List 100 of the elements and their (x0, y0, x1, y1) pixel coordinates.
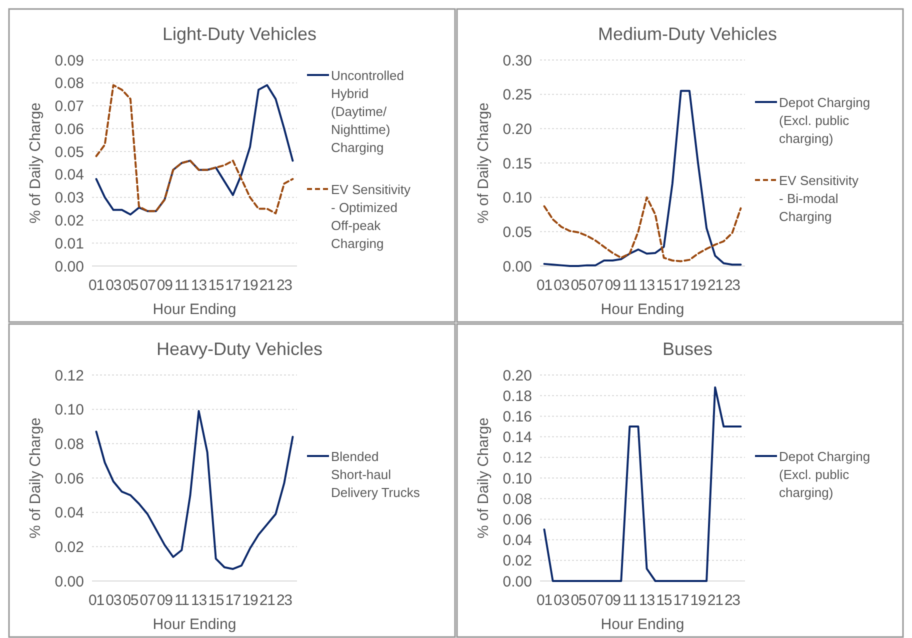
line-series (543, 90, 742, 267)
y-tick-label: 0.05 (54, 144, 84, 161)
x-tick-label: 17 (673, 592, 689, 609)
x-tick-label: 07 (588, 592, 604, 609)
y-tick-label: 0.02 (54, 212, 84, 230)
x-tick-label: 07 (588, 277, 604, 294)
x-tick-label: 15 (208, 277, 224, 294)
x-axis-title: Hour Ending (600, 616, 684, 633)
y-tick-label: 0.10 (502, 190, 532, 207)
y-tick-label: 0.01 (54, 235, 84, 252)
y-axis-title: % of Daily Charge (27, 102, 44, 224)
x-tick-label: 19 (690, 592, 706, 609)
y-tick-label: 0.05 (502, 224, 532, 241)
x-tick-label: 21 (707, 277, 724, 294)
legend-label: Depot Charging (Excl. public charging) (779, 95, 870, 146)
x-tick-label: 11 (174, 592, 190, 609)
x-tick-label: 03 (554, 592, 570, 609)
y-tick-label: 0.08 (54, 75, 84, 92)
legend-label: EV Sensitivity - Optimized Off-peak Charging (331, 182, 411, 251)
y-tick-label: 0.12 (54, 367, 84, 384)
x-tick-label: 17 (225, 277, 241, 294)
x-axis-title: Hour Ending (152, 301, 236, 318)
y-tick-label: 0.00 (54, 573, 84, 590)
y-tick-label: 0.06 (54, 120, 84, 138)
line-series (543, 196, 742, 262)
x-tick-label: 05 (122, 592, 138, 609)
x-tick-label: 19 (242, 277, 258, 294)
y-tick-label: 0.10 (502, 470, 532, 488)
x-tick-label: 13 (191, 592, 207, 609)
chart-title: Light-Duty Vehicles (162, 24, 317, 44)
line-series (543, 386, 742, 582)
x-tick-label: 07 (140, 592, 156, 609)
x-tick-label: 21 (259, 592, 276, 609)
x-tick-label: 11 (174, 277, 190, 294)
chart-title: Buses (662, 339, 713, 359)
x-tick-label: 17 (225, 592, 241, 609)
chart-title: Heavy-Duty Vehicles (156, 339, 323, 359)
x-tick-label: 19 (242, 592, 258, 609)
y-axis-title: % of Daily Charge (27, 418, 44, 538)
x-tick-label: 09 (156, 592, 173, 609)
y-tick-label: 0.02 (502, 552, 532, 570)
x-tick-label: 11 (622, 277, 638, 294)
y-tick-label: 0.00 (54, 258, 84, 276)
y-tick-label: 0.12 (502, 450, 532, 467)
y-tick-label: 0.08 (54, 436, 84, 453)
y-tick-label: 0.00 (502, 258, 532, 276)
y-tick-label: 0.09 (54, 52, 84, 70)
y-tick-label: 0.03 (54, 190, 84, 207)
x-tick-label: 21 (707, 592, 724, 609)
y-tick-label: 0.20 (502, 120, 532, 138)
legend-label: Blended Short-haul Delivery Trucks (331, 449, 420, 500)
y-tick-label: 0.16 (502, 408, 532, 426)
x-tick-label: 05 (570, 592, 586, 609)
x-tick-label: 09 (604, 592, 621, 609)
y-tick-label: 0.14 (502, 429, 532, 446)
x-tick-label: 13 (191, 277, 207, 294)
y-tick-label: 0.04 (54, 166, 84, 184)
y-tick-label: 0.30 (502, 52, 532, 70)
x-tick-label: 05 (122, 277, 138, 294)
y-tick-label: 0.25 (502, 86, 532, 104)
y-tick-label: 0.04 (502, 532, 532, 550)
x-tick-label: 09 (604, 277, 621, 294)
x-tick-label: 23 (724, 592, 740, 609)
y-tick-label: 0.20 (502, 367, 532, 384)
legend-label: Depot Charging (Excl. public charging) (779, 449, 870, 500)
y-tick-label: 0.10 (54, 402, 84, 419)
x-tick-label: 03 (106, 592, 122, 609)
x-tick-label: 01 (536, 277, 552, 294)
y-tick-label: 0.15 (502, 155, 532, 172)
x-tick-label: 15 (656, 592, 672, 609)
x-tick-label: 05 (570, 277, 586, 294)
x-tick-label: 15 (656, 277, 672, 294)
x-tick-label: 03 (554, 277, 570, 294)
x-tick-label: 09 (156, 277, 173, 294)
y-axis-title: % of Daily Charge (475, 102, 492, 224)
x-tick-label: 23 (724, 277, 740, 294)
y-tick-label: 0.00 (502, 573, 532, 590)
x-tick-label: 19 (690, 277, 706, 294)
x-tick-label: 01 (536, 592, 552, 609)
x-tick-label: 03 (106, 277, 122, 294)
legend-label: EV Sensitivity - Bi-modal Charging (779, 173, 859, 224)
y-axis-title: % of Daily Charge (475, 418, 492, 538)
x-tick-label: 07 (140, 277, 156, 294)
y-tick-label: 0.08 (502, 490, 532, 508)
y-tick-label: 0.06 (54, 470, 84, 488)
x-tick-label: 17 (673, 277, 689, 294)
y-tick-label: 0.04 (54, 504, 84, 522)
x-tick-label: 01 (88, 592, 104, 609)
y-tick-label: 0.02 (54, 538, 84, 556)
chart-title: Medium-Duty Vehicles (598, 24, 778, 44)
x-tick-label: 13 (639, 592, 655, 609)
x-tick-label: 23 (276, 277, 292, 294)
y-tick-label: 0.18 (502, 388, 532, 405)
y-tick-label: 0.06 (502, 511, 532, 528)
x-tick-label: 15 (208, 592, 224, 609)
legend-label: Uncontrolled Hybrid (Daytime/ Nighttime) Charging (331, 68, 404, 155)
x-tick-label: 21 (259, 277, 276, 294)
x-axis-title: Hour Ending (152, 616, 236, 633)
x-tick-label: 23 (276, 592, 292, 609)
x-tick-label: 11 (622, 592, 638, 609)
